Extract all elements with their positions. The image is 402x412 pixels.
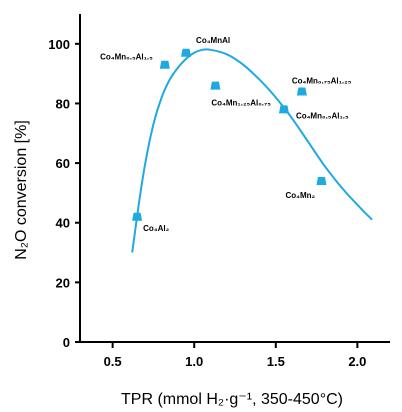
data-point-label: Co₄Al₂ <box>143 224 169 233</box>
y-tick-label: 100 <box>48 37 70 52</box>
y-tick-label: 80 <box>56 96 70 111</box>
data-point-marker <box>181 48 192 57</box>
data-point-label: Co₄Mn₀.₅Al₁.₅ <box>100 53 153 62</box>
data-point-marker <box>278 105 289 114</box>
y-axis-title: N₂O conversion [%] <box>13 120 30 260</box>
data-point-marker <box>159 60 170 69</box>
x-tick-label: 1.0 <box>185 354 203 369</box>
x-tick-label: 1.5 <box>267 354 285 369</box>
x-axis-title: TPR (mmol H₂·g⁻¹, 350-450°C) <box>121 391 343 408</box>
x-tick-label: 0.5 <box>104 354 122 369</box>
fit-curve <box>131 48 373 253</box>
data-point-label: Co₄Mn₀.₇₅Al₁.₂₅ <box>292 77 352 86</box>
y-tick-label: 0 <box>63 335 70 350</box>
data-point-marker <box>316 176 327 185</box>
data-point-label: Co₄Mn₂ <box>285 191 315 200</box>
y-tick-label: 20 <box>56 275 70 290</box>
plot-area: 0 20 40 60 80 100 0.5 1.0 1.5 2.0 Co₄Al₂ Co₄Mn₀.₅Al… <box>48 14 390 369</box>
data-point-marker <box>296 87 307 96</box>
data-point-label: Co₄Mn₀.₅Al₁.₅ <box>296 111 349 120</box>
data-point-label: Co₄MnAl <box>196 36 230 45</box>
y-tick-label: 60 <box>56 156 70 171</box>
data-point-marker <box>132 212 143 221</box>
data-point-marker <box>210 81 221 90</box>
x-tick-label: 2.0 <box>348 354 366 369</box>
y-tick-label: 40 <box>56 216 70 231</box>
data-point-label: Co₄Mn₁.₂₅Al₀.₇₅ <box>211 99 271 108</box>
